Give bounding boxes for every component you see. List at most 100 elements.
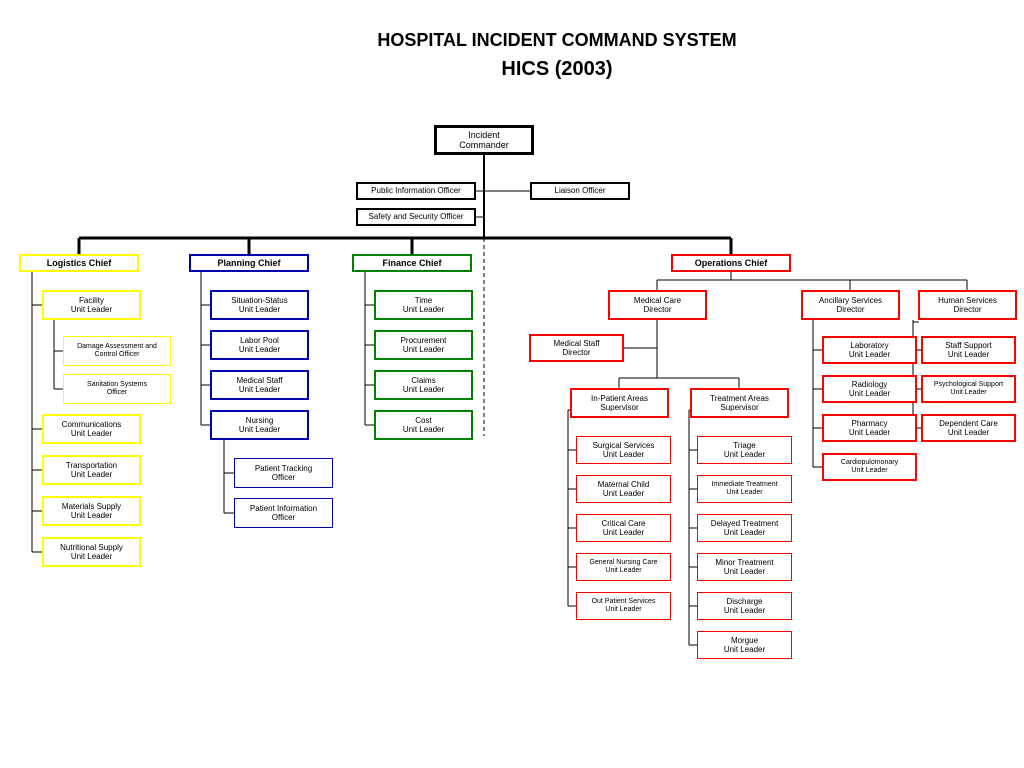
node-label-line: Triage (733, 441, 755, 450)
node-label-line: Director (953, 305, 981, 314)
node-label-line: Finance Chief (382, 258, 441, 268)
node-label-line: Materials Supply (62, 502, 121, 511)
node-safety: Safety and Security Officer (356, 208, 476, 226)
node-immediate: Immediate TreatmentUnit Leader (697, 475, 792, 503)
node-label-line: Medical Care (634, 296, 681, 305)
node-label-line: Unit Leader (239, 305, 280, 314)
node-ancillary-dir: Ancillary ServicesDirector (801, 290, 900, 320)
node-label-line: Pharmacy (851, 419, 887, 428)
node-label-line: Unit Leader (239, 345, 280, 354)
node-surgical: Surgical ServicesUnit Leader (576, 436, 671, 464)
node-label-line: Cardiopulomonary (841, 459, 898, 467)
node-label-line: Unit Leader (603, 450, 644, 459)
node-medcare-dir: Medical CareDirector (608, 290, 707, 320)
node-label-line: Ancillary Services (819, 296, 882, 305)
node-label-line: Unit Leader (948, 428, 989, 437)
node-label-line: Incident (468, 130, 500, 140)
node-label-line: Nursing (246, 416, 274, 425)
node-cardiopulm: CardiopulomonaryUnit Leader (822, 453, 917, 481)
node-label-line: Critical Care (601, 519, 645, 528)
node-sanitation: Sanitation SystemsOfficer (63, 374, 171, 404)
node-label-line: Commander (459, 140, 509, 150)
node-label-line: Unit Leader (71, 429, 112, 438)
node-claims: ClaimsUnit Leader (374, 370, 473, 400)
node-label-line: Procurement (401, 336, 447, 345)
node-label-line: Claims (411, 376, 435, 385)
node-label-line: Director (836, 305, 864, 314)
node-operations-chief: Operations Chief (671, 254, 791, 272)
node-label-line: Unit Leader (724, 606, 765, 615)
node-label-line: Damage Assessment and (77, 343, 157, 351)
node-nursing-plan: NursingUnit Leader (210, 410, 309, 440)
node-discharge: DischargeUnit Leader (697, 592, 792, 620)
node-label-line: Surgical Services (593, 441, 655, 450)
node-pio: Public Information Officer (356, 182, 476, 200)
node-finance-chief: Finance Chief (352, 254, 472, 272)
node-label-line: Communications (62, 420, 122, 429)
node-medstaff-plan: Medical StaffUnit Leader (210, 370, 309, 400)
node-label-line: Patient Tracking (255, 464, 312, 473)
node-label-line: Director (643, 305, 671, 314)
node-pharmacy: PharmacyUnit Leader (822, 414, 917, 442)
node-label-line: Unit Leader (849, 389, 890, 398)
node-label-line: Unit Leader (71, 305, 112, 314)
node-cost: CostUnit Leader (374, 410, 473, 440)
node-pt-info: Patient InformationOfficer (234, 498, 333, 528)
node-label-line: Sanitation Systems (87, 381, 147, 389)
node-label-line: Unit Leader (726, 489, 762, 497)
node-time: TimeUnit Leader (374, 290, 473, 320)
node-label-line: Staff Support (945, 341, 992, 350)
node-label-line: Unit Leader (71, 470, 112, 479)
node-treatment-sup: Treatment AreasSupervisor (690, 388, 789, 418)
node-label-line: Unit Leader (724, 567, 765, 576)
node-label-line: Unit Leader (605, 567, 641, 575)
node-liaison: Liaison Officer (530, 182, 630, 200)
node-label-line: Out Patient Services (592, 598, 656, 606)
node-minor: Minor TreatmentUnit Leader (697, 553, 792, 581)
node-psych: Psychological SupportUnit Leader (921, 375, 1016, 403)
node-label-line: Director (562, 348, 590, 357)
node-radiology: RadiologyUnit Leader (822, 375, 917, 403)
node-label-line: Unit Leader (605, 606, 641, 614)
node-label-line: Unit Leader (849, 428, 890, 437)
node-label-line: Medical Staff (553, 339, 599, 348)
node-labor: Labor PoolUnit Leader (210, 330, 309, 360)
node-dependent: Dependent CareUnit Leader (921, 414, 1016, 442)
node-label-line: Unit Leader (948, 350, 989, 359)
node-label-line: Time (415, 296, 432, 305)
node-label-line: Medical Staff (236, 376, 282, 385)
node-label-line: Public Information Officer (371, 186, 461, 195)
node-label-line: Liaison Officer (555, 186, 606, 195)
node-label-line: Unit Leader (403, 385, 444, 394)
node-label-line: Control Officer (95, 351, 140, 359)
node-label-line: Unit Leader (239, 385, 280, 394)
node-label-line: Unit Leader (71, 511, 112, 520)
node-label-line: Human Services (938, 296, 997, 305)
node-label-line: Minor Treatment (715, 558, 773, 567)
node-triage: TriageUnit Leader (697, 436, 792, 464)
node-label-line: Discharge (726, 597, 762, 606)
node-critical: Critical CareUnit Leader (576, 514, 671, 542)
node-label-line: Unit Leader (724, 528, 765, 537)
node-label-line: Treatment Areas (710, 394, 769, 403)
node-inpatient-sup: In-Patient AreasSupervisor (570, 388, 669, 418)
node-label-line: Officer (272, 513, 295, 522)
node-label-line: Unit Leader (403, 345, 444, 354)
node-label-line: Unit Leader (724, 450, 765, 459)
node-morgue: MorgueUnit Leader (697, 631, 792, 659)
node-logistics-chief: Logistics Chief (19, 254, 139, 272)
node-label-line: Unit Leader (403, 305, 444, 314)
node-materials: Materials SupplyUnit Leader (42, 496, 141, 526)
node-label-line: Immediate Treatment (711, 481, 777, 489)
node-label-line: Dependent Care (939, 419, 998, 428)
node-communications: CommunicationsUnit Leader (42, 414, 141, 444)
node-delayed: Delayed TreatmentUnit Leader (697, 514, 792, 542)
node-label-line: Unit Leader (239, 425, 280, 434)
node-human-dir: Human ServicesDirector (918, 290, 1017, 320)
node-label-line: Maternal Child (598, 480, 650, 489)
node-label-line: Facility (79, 296, 104, 305)
node-outpatient: Out Patient ServicesUnit Leader (576, 592, 671, 620)
node-incident-commander: IncidentCommander (434, 125, 534, 155)
node-label-line: Unit Leader (71, 552, 112, 561)
node-label-line: Unit Leader (403, 425, 444, 434)
